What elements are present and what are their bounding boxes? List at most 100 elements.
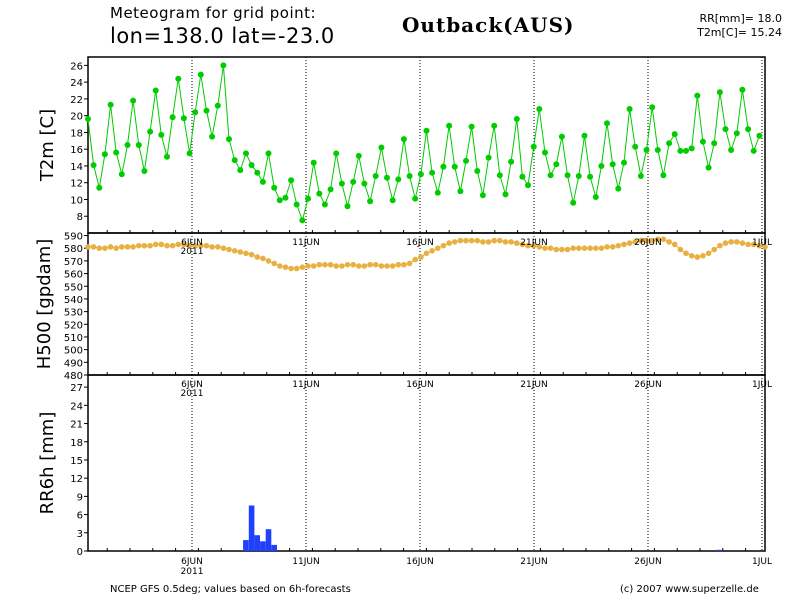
- data-point: [197, 71, 204, 78]
- data-point: [705, 164, 712, 171]
- data-point: [435, 245, 441, 251]
- data-point: [716, 89, 723, 96]
- data-point: [356, 263, 362, 269]
- data-point: [570, 245, 576, 251]
- data-point: [90, 162, 97, 169]
- data-point: [237, 167, 244, 174]
- data-point: [564, 172, 571, 179]
- data-point: [389, 263, 396, 269]
- data-point: [446, 240, 452, 246]
- x-axis-date-label: 6JUN: [181, 557, 203, 567]
- data-point: [158, 241, 165, 248]
- data-point: [536, 106, 543, 112]
- data-point: [293, 201, 300, 208]
- y-tick-label: 530: [64, 308, 83, 319]
- data-point: [530, 143, 537, 150]
- y-tick-label: 520: [64, 320, 83, 331]
- x-tick-label: 26JUN: [634, 380, 661, 390]
- y-tick-label: 18: [70, 128, 83, 139]
- data-point: [717, 242, 723, 249]
- data-point: [299, 264, 306, 271]
- data-point: [372, 261, 379, 268]
- data-point: [333, 150, 340, 157]
- rain-bar: [271, 544, 277, 551]
- rain-bar: [260, 541, 266, 551]
- data-point: [361, 263, 368, 269]
- data-point: [231, 248, 238, 254]
- data-point: [677, 147, 684, 154]
- data-point: [344, 261, 351, 268]
- data-point: [463, 157, 469, 164]
- y-tick-label: 480: [64, 371, 83, 382]
- data-point: [147, 242, 153, 249]
- rain-bar: [243, 540, 249, 551]
- data-point: [265, 258, 272, 264]
- data-point: [395, 261, 402, 268]
- data-point: [750, 147, 757, 154]
- data-point: [237, 249, 244, 255]
- data-point: [367, 198, 374, 205]
- y-tick-label: 24: [70, 401, 83, 412]
- data-point: [214, 102, 221, 109]
- data-point: [739, 240, 746, 246]
- data-point: [474, 237, 481, 244]
- data-point: [530, 242, 537, 249]
- data-point: [497, 237, 503, 244]
- data-point: [745, 241, 751, 248]
- data-point: [254, 169, 261, 176]
- rain-bar: [254, 535, 260, 551]
- data-point: [293, 265, 300, 272]
- data-point: [124, 142, 131, 148]
- t2m-panel: [84, 56, 766, 234]
- data-point: [762, 244, 768, 250]
- x-axis-date-label: 11JUN: [292, 557, 319, 567]
- data-point: [350, 261, 357, 268]
- data-point: [130, 97, 137, 104]
- data-point: [666, 140, 673, 147]
- data-point: [322, 261, 328, 268]
- x-tick-label: 11JUN: [292, 380, 319, 390]
- x-axis-date-label: 16JUN: [406, 557, 433, 567]
- y-tick-label: 500: [64, 346, 83, 357]
- data-point: [316, 261, 323, 268]
- data-point: [514, 240, 520, 246]
- data-point: [547, 172, 554, 179]
- data-point: [457, 188, 464, 195]
- data-point: [457, 237, 464, 244]
- x-tick-label: 26JUN: [634, 238, 661, 248]
- x-tick-label: 21JUN: [520, 238, 547, 248]
- data-point: [525, 242, 531, 249]
- y-tick-label: 18: [70, 438, 83, 449]
- data-point: [739, 86, 746, 93]
- data-point: [480, 239, 486, 245]
- data-point: [463, 237, 469, 244]
- data-point: [107, 101, 114, 108]
- data-point: [688, 145, 695, 152]
- data-point: [609, 161, 616, 168]
- data-point: [654, 147, 661, 153]
- y-tick-label: 12: [70, 179, 83, 190]
- data-point: [434, 189, 441, 196]
- x-tick-label: 11JUN: [292, 238, 319, 248]
- data-point: [666, 239, 672, 245]
- data-point: [485, 154, 492, 161]
- footer-credit: (c) 2007 www.superzelle.de: [620, 584, 759, 595]
- data-point: [175, 241, 182, 248]
- y-tick-label: 570: [64, 257, 83, 268]
- data-point: [412, 256, 419, 263]
- data-point: [226, 136, 232, 143]
- data-point: [711, 140, 718, 147]
- y-axis-label: RR6h [mm]: [37, 412, 58, 515]
- data-point: [423, 250, 430, 257]
- data-point: [643, 147, 650, 153]
- data-point: [181, 241, 187, 248]
- data-point: [85, 116, 91, 122]
- data-point: [164, 153, 170, 160]
- data-point: [660, 172, 667, 179]
- data-point: [564, 246, 571, 253]
- y-tick-label: 580: [64, 244, 83, 255]
- data-point: [733, 130, 740, 137]
- y-axis-label: T2m [C]: [37, 109, 58, 182]
- data-point: [491, 237, 498, 244]
